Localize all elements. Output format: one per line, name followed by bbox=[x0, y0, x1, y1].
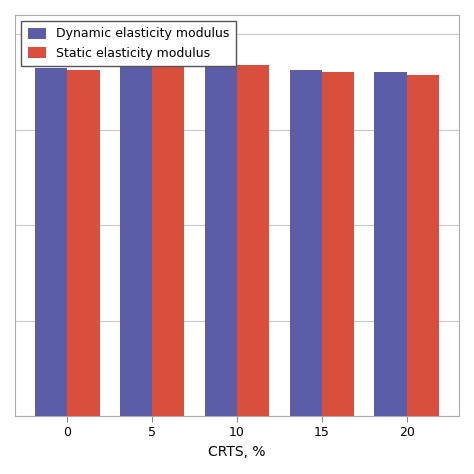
Bar bbox=[67, 70, 100, 416]
Bar bbox=[237, 64, 269, 416]
Bar bbox=[374, 73, 407, 416]
Bar bbox=[205, 60, 237, 416]
Bar bbox=[322, 73, 354, 416]
Bar bbox=[35, 67, 67, 416]
Bar bbox=[152, 60, 184, 416]
Bar bbox=[290, 70, 322, 416]
Bar bbox=[407, 75, 439, 416]
Legend: Dynamic elasticity modulus, Static elasticity modulus: Dynamic elasticity modulus, Static elast… bbox=[21, 21, 236, 66]
X-axis label: CRTS, %: CRTS, % bbox=[208, 445, 266, 459]
Bar bbox=[120, 55, 152, 416]
